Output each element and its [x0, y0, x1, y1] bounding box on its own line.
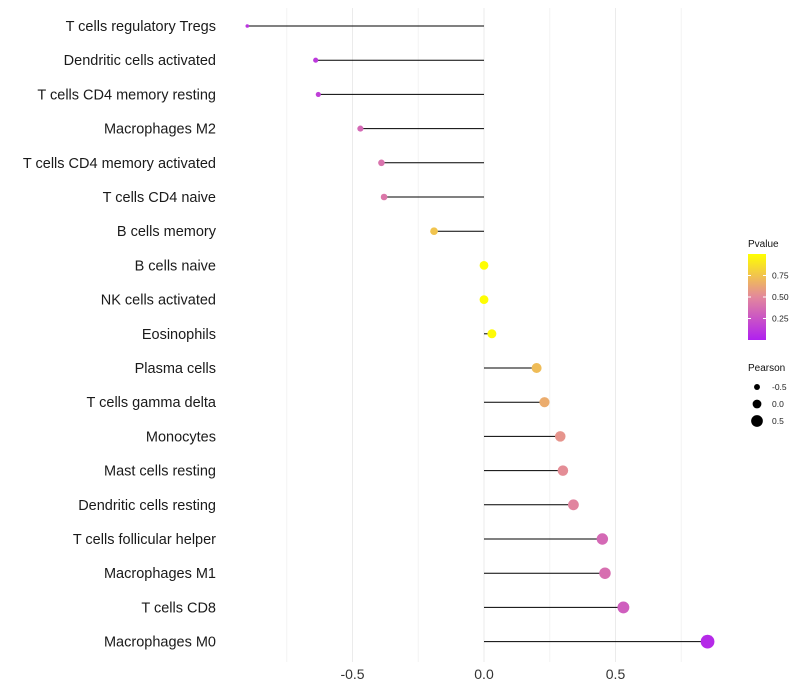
point-2	[315, 91, 321, 97]
point-6	[430, 227, 438, 236]
category-label: T cells CD4 memory resting	[37, 87, 216, 103]
point-9	[487, 329, 497, 339]
pvalue-colorbar	[748, 254, 766, 340]
category-label: T cells CD4 memory activated	[23, 156, 216, 172]
pvalue-legend-title: Pvalue	[748, 239, 779, 250]
grid-lines	[286, 8, 682, 662]
category-label: Macrophages M1	[104, 566, 216, 582]
category-label: Macrophages M0	[104, 635, 216, 651]
point-15	[596, 533, 609, 545]
category-label: Mast cells resting	[104, 464, 216, 480]
point-13	[557, 465, 569, 476]
point-16	[599, 567, 611, 579]
point-3	[357, 125, 364, 132]
category-label: NK cells activated	[101, 293, 216, 309]
lollipop-points	[245, 24, 715, 649]
size-key-point	[751, 415, 763, 427]
size-key-label: 0.0	[772, 399, 784, 409]
point-1	[313, 57, 319, 63]
category-labels: T cells regulatory Tregs Dendritic cells …	[23, 19, 217, 651]
lollipop-stems	[247, 25, 708, 643]
point-11	[539, 397, 550, 408]
category-label: Plasma cells	[135, 361, 216, 377]
category-label: Eosinophils	[142, 327, 216, 343]
point-18	[700, 634, 715, 649]
point-8	[479, 295, 489, 305]
size-key-label: 0.5	[772, 416, 784, 426]
point-5	[380, 193, 388, 201]
x-tick-label: 0.0	[474, 666, 494, 682]
category-label: T cells gamma delta	[87, 395, 217, 411]
colorbar-tick-label: 0.50	[772, 292, 789, 302]
pvalue-legend: Pvalue 0.25 0.50 0.75	[748, 239, 789, 340]
category-label: T cells CD4 naive	[103, 190, 216, 206]
category-label: B cells naive	[135, 258, 216, 274]
point-14	[568, 499, 579, 511]
category-label: Monocytes	[146, 429, 216, 445]
point-0	[245, 24, 250, 28]
size-key-label: -0.5	[772, 382, 787, 392]
pearson-legend: Pearson -0.5 0.0 0.5	[748, 363, 787, 427]
category-label: Macrophages M2	[104, 122, 216, 138]
point-17	[617, 601, 630, 614]
colorbar-tick-label: 0.25	[772, 314, 789, 324]
point-12	[555, 431, 566, 442]
point-7	[479, 260, 489, 270]
category-label: Dendritic cells resting	[78, 498, 216, 514]
size-key-point	[752, 399, 762, 409]
category-label: B cells memory	[117, 224, 217, 240]
point-4	[378, 159, 385, 167]
category-label: Dendritic cells activated	[64, 53, 216, 69]
point-10	[531, 363, 542, 373]
colorbar-tick-label: 0.75	[772, 271, 789, 281]
category-label: T cells regulatory Tregs	[66, 19, 216, 35]
size-key-point	[754, 384, 760, 390]
x-tick-label: 0.5	[606, 666, 626, 682]
category-label: T cells CD8	[141, 600, 216, 616]
category-label: T cells follicular helper	[73, 532, 216, 548]
x-tick-label: -0.5	[340, 666, 364, 682]
pearson-legend-title: Pearson	[748, 363, 785, 374]
x-axis-tick-labels: -0.5 0.0 0.5	[340, 666, 625, 682]
